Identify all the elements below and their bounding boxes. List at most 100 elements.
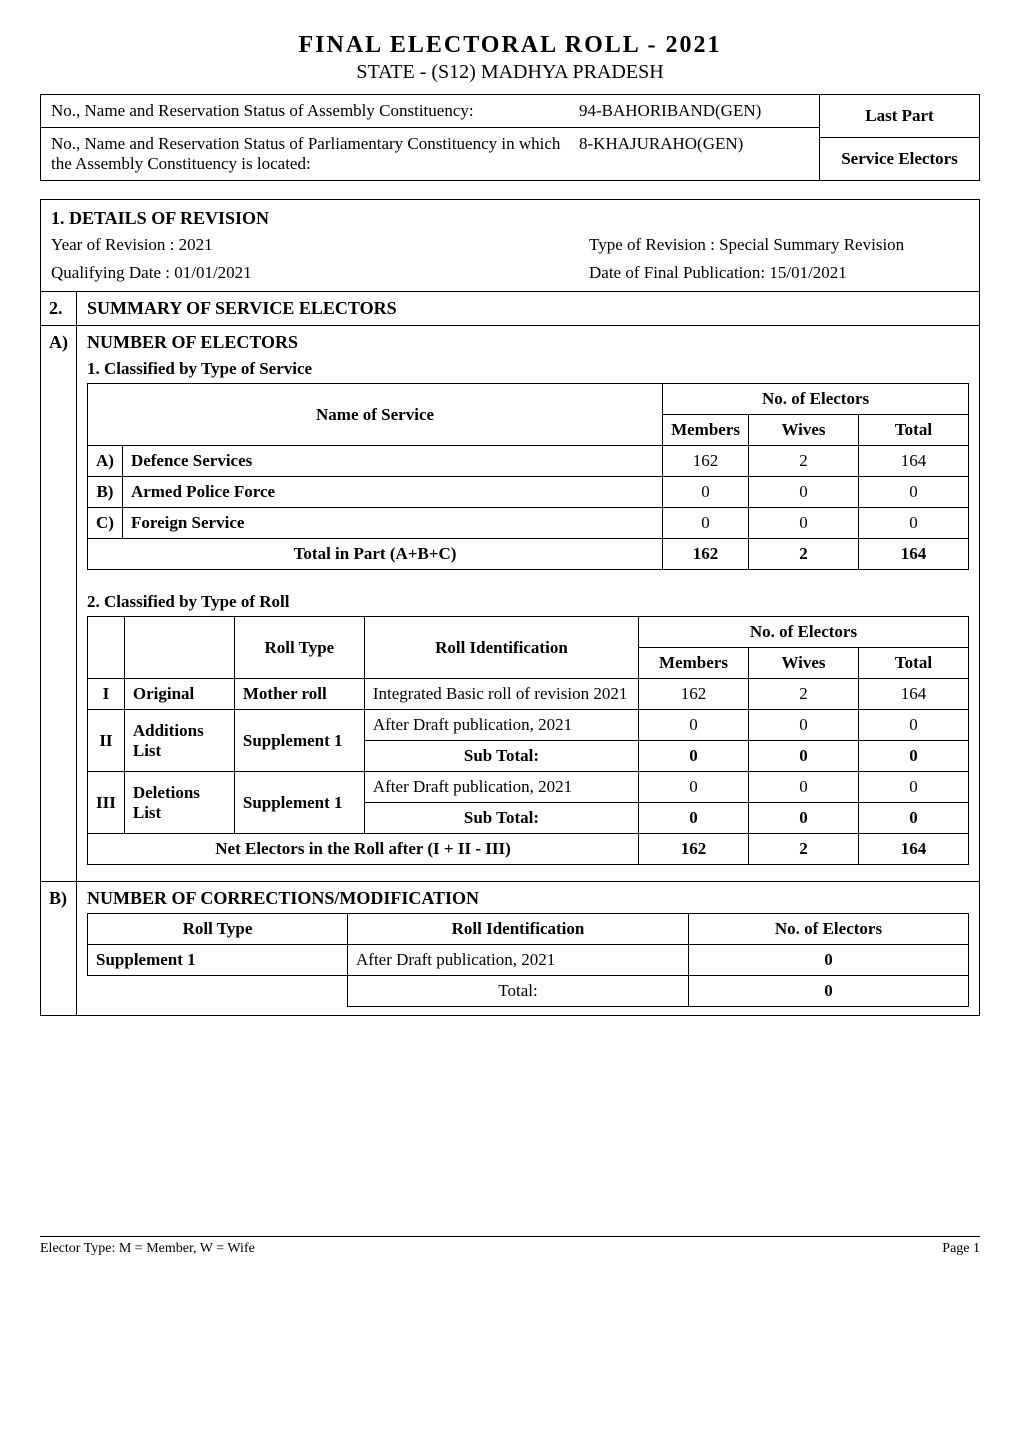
footer-left: Elector Type: M = Member, W = Wife bbox=[40, 1241, 255, 1257]
row-wives: 0 bbox=[749, 803, 859, 834]
page-subtitle: STATE - (S12) MADHYA PRADESH bbox=[40, 61, 980, 84]
revision-date-line: Qualifying Date : 01/01/2021 Date of Fin… bbox=[41, 263, 979, 291]
classified-roll-heading: 2. Classified by Type of Roll bbox=[77, 584, 979, 612]
year-label: Year of Revision : bbox=[51, 235, 174, 254]
row-total: 0 bbox=[859, 741, 969, 772]
row-rolltype: Supplement 1 bbox=[234, 710, 364, 772]
row-members: 0 bbox=[639, 741, 749, 772]
row-members: 0 bbox=[663, 508, 749, 539]
qdate-label: Qualifying Date : bbox=[51, 263, 170, 282]
corr-col-electors: No. of Electors bbox=[689, 914, 969, 945]
col-blank-1 bbox=[88, 617, 125, 679]
row-name: Defence Services bbox=[122, 446, 662, 477]
corr-col-rolltype: Roll Type bbox=[88, 914, 348, 945]
service-electors-label: Service Electors bbox=[820, 138, 979, 180]
service-total-total: 164 bbox=[859, 539, 969, 570]
assembly-value: 94-BAHORIBAND(GEN) bbox=[579, 101, 809, 121]
parliamentary-row: No., Name and Reservation Status of Parl… bbox=[41, 128, 819, 180]
row-members: 0 bbox=[663, 477, 749, 508]
parliamentary-label: No., Name and Reservation Status of Parl… bbox=[51, 134, 579, 174]
row-total: 164 bbox=[859, 446, 969, 477]
row-members: 0 bbox=[639, 710, 749, 741]
col-wives-roll: Wives bbox=[749, 648, 859, 679]
row-total: 0 bbox=[859, 508, 969, 539]
revision-year-line: Year of Revision : 2021 Type of Revision… bbox=[41, 235, 979, 263]
corr-col-rollid: Roll Identification bbox=[348, 914, 689, 945]
details-of-revision-heading: 1. DETAILS OF REVISION bbox=[41, 200, 979, 235]
col-roll-type: Roll Type bbox=[234, 617, 364, 679]
row-wives: 0 bbox=[749, 741, 859, 772]
row-idx: II bbox=[88, 710, 125, 772]
row-name: Foreign Service bbox=[122, 508, 662, 539]
row-rollid: Sub Total: bbox=[364, 741, 638, 772]
col-no-of-electors: No. of Electors bbox=[663, 384, 969, 415]
row-name: Armed Police Force bbox=[122, 477, 662, 508]
section-A-block: A) NUMBER OF ELECTORS 1. Classified by T… bbox=[41, 325, 979, 881]
qdate-value: 01/01/2021 bbox=[174, 263, 251, 282]
corr-total-label: Total: bbox=[348, 976, 689, 1007]
row-wives: 0 bbox=[749, 477, 859, 508]
roll-table: Roll Type Roll Identification No. of Ele… bbox=[87, 616, 969, 865]
section-A-letter: A) bbox=[41, 326, 77, 881]
row-members: 0 bbox=[639, 772, 749, 803]
section-2-number: 2. bbox=[41, 292, 77, 325]
last-part-label: Last Part bbox=[820, 95, 979, 138]
year-value: 2021 bbox=[179, 235, 213, 254]
page-title: FINAL ELECTORAL ROLL - 2021 bbox=[40, 32, 980, 59]
parliamentary-value: 8-KHAJURAHO(GEN) bbox=[579, 134, 809, 174]
table-row: C)Foreign Service000 bbox=[88, 508, 969, 539]
section-B-heading: NUMBER OF CORRECTIONS/MODIFICATION bbox=[77, 882, 979, 913]
row-rolltype: Mother roll bbox=[234, 679, 364, 710]
row-total: 0 bbox=[859, 477, 969, 508]
pubdate-label: Date of Final Publication: bbox=[589, 263, 765, 282]
header-right: Last Part Service Electors bbox=[819, 95, 979, 180]
service-total-wives: 2 bbox=[749, 539, 859, 570]
table-row: IIIDeletions ListSupplement 1After Draft… bbox=[88, 772, 969, 803]
service-total-label: Total in Part (A+B+C) bbox=[88, 539, 663, 570]
corrections-table: Roll Type Roll Identification No. of Ele… bbox=[87, 913, 969, 1007]
header-box: No., Name and Reservation Status of Asse… bbox=[40, 94, 980, 181]
row-wives: 0 bbox=[749, 772, 859, 803]
section-2-heading: SUMMARY OF SERVICE ELECTORS bbox=[77, 292, 979, 325]
row-members: 162 bbox=[639, 679, 749, 710]
row-letter: A) bbox=[88, 446, 123, 477]
row-rollid: After Draft publication, 2021 bbox=[364, 772, 638, 803]
section-B-block: B) NUMBER OF CORRECTIONS/MODIFICATION Ro… bbox=[41, 881, 979, 1015]
header-left: No., Name and Reservation Status of Asse… bbox=[41, 95, 819, 180]
row-rolltype: Supplement 1 bbox=[234, 772, 364, 834]
row-members: 0 bbox=[639, 803, 749, 834]
corr-electors: 0 bbox=[689, 945, 969, 976]
row-rollid: Integrated Basic roll of revision 2021 bbox=[364, 679, 638, 710]
roll-net-label: Net Electors in the Roll after (I + II -… bbox=[88, 834, 639, 865]
corr-rolltype: Supplement 1 bbox=[88, 945, 348, 976]
row-cat: Deletions List bbox=[124, 772, 234, 834]
col-blank-2 bbox=[124, 617, 234, 679]
col-total-roll: Total bbox=[859, 648, 969, 679]
row-total: 164 bbox=[859, 679, 969, 710]
col-name-of-service: Name of Service bbox=[88, 384, 663, 446]
assembly-row: No., Name and Reservation Status of Asse… bbox=[41, 95, 819, 128]
row-cat: Additions List bbox=[124, 710, 234, 772]
assembly-label: No., Name and Reservation Status of Asse… bbox=[51, 101, 579, 121]
table-row: B)Armed Police Force000 bbox=[88, 477, 969, 508]
row-wives: 0 bbox=[749, 508, 859, 539]
roll-net-members: 162 bbox=[639, 834, 749, 865]
row-rollid: Sub Total: bbox=[364, 803, 638, 834]
service-table: Name of Service No. of Electors Members … bbox=[87, 383, 969, 570]
col-no-of-electors-roll: No. of Electors bbox=[639, 617, 969, 648]
page-footer: Elector Type: M = Member, W = Wife Page … bbox=[40, 1236, 980, 1257]
col-members-roll: Members bbox=[639, 648, 749, 679]
pubdate-value: 15/01/2021 bbox=[769, 263, 846, 282]
row-letter: C) bbox=[88, 508, 123, 539]
col-members: Members bbox=[663, 415, 749, 446]
row-total: 0 bbox=[859, 710, 969, 741]
type-value: Special Summary Revision bbox=[719, 235, 904, 254]
roll-net-wives: 2 bbox=[749, 834, 859, 865]
row-rollid: After Draft publication, 2021 bbox=[364, 710, 638, 741]
section-A-heading: NUMBER OF ELECTORS bbox=[77, 326, 979, 353]
corr-rollid: After Draft publication, 2021 bbox=[348, 945, 689, 976]
table-row: Supplement 1After Draft publication, 202… bbox=[88, 945, 969, 976]
roll-net-total: 164 bbox=[859, 834, 969, 865]
classified-service-heading: 1. Classified by Type of Service bbox=[77, 359, 979, 379]
row-cat: Original bbox=[124, 679, 234, 710]
